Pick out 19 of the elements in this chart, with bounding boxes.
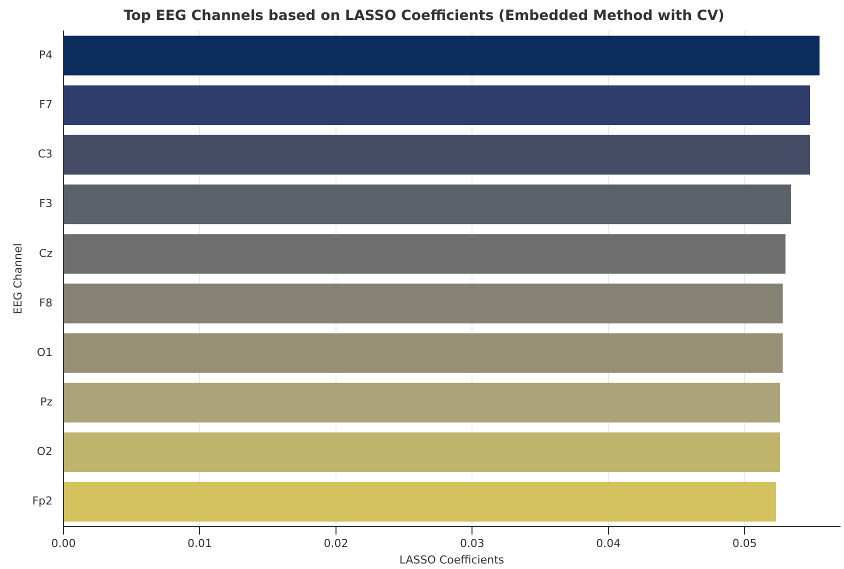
x-axis-title: LASSO Coefficients (399, 553, 504, 566)
x-tick-label: 0.05 (732, 537, 757, 550)
y-tick-label: F3 (39, 197, 53, 210)
x-tick-label: 0.01 (187, 537, 212, 550)
x-tick-label: 0.03 (460, 537, 484, 550)
x-tick-label: 0.00 (51, 537, 76, 550)
y-tick-label: P4 (38, 48, 53, 62)
y-tick-label: F8 (39, 296, 53, 310)
x-tick-label: 0.02 (324, 537, 348, 550)
x-tick-label: 0.04 (596, 537, 621, 550)
y-tick-label: Pz (40, 396, 53, 409)
y-axis-title: EEG Channel (11, 243, 24, 314)
y-tick-label: C3 (38, 148, 53, 161)
y-tick-label: O2 (36, 445, 53, 458)
y-tick-label: Cz (39, 246, 53, 260)
y-tick-label: Fp2 (32, 494, 53, 508)
y-tick-label: F7 (39, 98, 53, 112)
chart-title: Top EEG Channels based on LASSO Coefficients (Embedded Method with CV) (124, 8, 724, 24)
y-tick-label: O1 (36, 346, 53, 359)
